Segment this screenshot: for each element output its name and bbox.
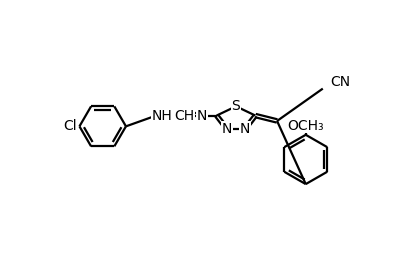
Text: N: N (197, 109, 207, 123)
Text: OCH₃: OCH₃ (288, 119, 324, 133)
Text: N: N (222, 122, 232, 136)
Text: N: N (240, 122, 250, 136)
Text: NH: NH (152, 109, 173, 123)
Text: CN: CN (330, 75, 351, 89)
Text: S: S (232, 99, 240, 113)
Text: Cl: Cl (64, 119, 77, 133)
Text: CH: CH (174, 109, 194, 123)
